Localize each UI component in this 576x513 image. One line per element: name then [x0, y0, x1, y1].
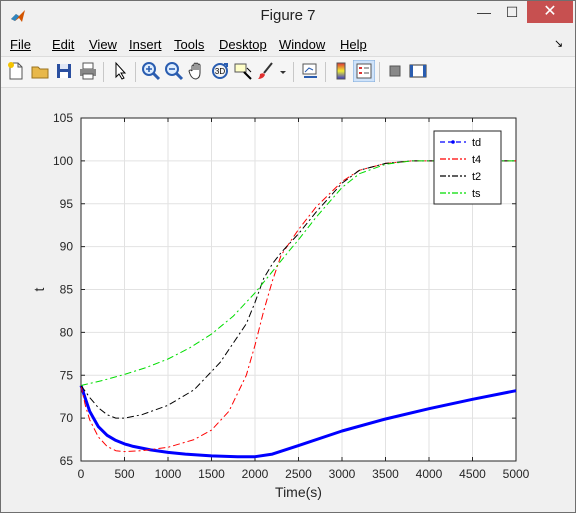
x-tick-label: 2000 [242, 467, 269, 481]
menu-desktop[interactable]: Desktop [219, 37, 267, 52]
grid-lines [80, 117, 517, 462]
toolbar-separator [379, 62, 380, 82]
menu-insert-label: Insert [129, 37, 162, 52]
menu-view-label: View [89, 37, 117, 52]
menu-file-label: File [10, 37, 31, 52]
y-tick-label: 85 [60, 283, 74, 297]
menu-insert[interactable]: Insert [129, 37, 162, 52]
rotate-3d-icon[interactable]: 3D [209, 60, 231, 82]
x-tick-label: 3000 [329, 467, 356, 481]
x-tick-label: 5000 [503, 467, 530, 481]
legend-box [433, 130, 502, 205]
y-axis-label: t [31, 287, 47, 291]
title-bar: Figure 7 — ☐ ✕ [1, 1, 575, 31]
menu-help[interactable]: Help [340, 37, 367, 52]
menu-help-label: Help [340, 37, 367, 52]
brush-icon[interactable] [255, 60, 277, 82]
x-axis-label: Time(s) [275, 484, 322, 500]
menu-tools-label: Tools [174, 37, 205, 52]
y-tick-label: 95 [60, 197, 74, 211]
insert-legend-icon[interactable] [353, 60, 375, 82]
x-tick-label: 1500 [198, 467, 225, 481]
link-plot-icon[interactable] [299, 60, 321, 82]
insert-colorbar-icon[interactable] [330, 60, 352, 82]
x-tick-label: 1000 [155, 467, 182, 481]
new-figure-icon[interactable] [5, 60, 27, 82]
minimize-button[interactable]: — [477, 4, 491, 20]
brush-dropdown-icon[interactable] [278, 60, 288, 82]
menu-file[interactable]: File [10, 37, 31, 52]
x-tick-label: 4500 [459, 467, 486, 481]
maximize-button[interactable]: ☐ [505, 4, 519, 20]
series-line-ts [80, 160, 516, 386]
y-tick-label: 90 [60, 240, 74, 254]
dock-arrow-icon[interactable]: ↘ [554, 38, 564, 50]
zoom-out-icon[interactable] [163, 60, 185, 82]
toolbar-separator [293, 62, 294, 82]
x-tick-label: 0 [78, 467, 85, 481]
print-icon[interactable] [77, 60, 99, 82]
menu-edit-label: Edit [52, 37, 75, 52]
y-tick-label: 65 [60, 454, 74, 468]
toolbar-separator [325, 62, 326, 82]
legend-label-td: td [472, 137, 481, 149]
hide-plot-tools-icon[interactable] [384, 60, 406, 82]
y-tick-label: 70 [60, 411, 74, 425]
zoom-in-icon[interactable] [140, 60, 162, 82]
window-title: Figure 7 [260, 7, 316, 24]
save-icon[interactable] [53, 60, 75, 82]
toolbar-separator [135, 62, 136, 82]
menu-window-label: Window [279, 37, 326, 52]
data-cursor-icon[interactable] [232, 60, 254, 82]
y-tick-label: 80 [60, 325, 74, 339]
legend-marker-td [451, 140, 455, 144]
y-tick-label: 105 [53, 111, 73, 125]
menu-view[interactable]: View [89, 37, 117, 52]
toolbar-separator [103, 62, 104, 82]
x-tick-label: 2500 [285, 467, 312, 481]
series-line-td [79, 385, 517, 459]
show-plot-tools-icon[interactable] [407, 60, 429, 82]
x-tick-label: 3500 [372, 467, 399, 481]
legend-label-ts: ts [472, 188, 481, 200]
menu-edit[interactable]: Edit [52, 37, 74, 52]
series-line-t2 [80, 160, 516, 419]
legend-label-t2: t2 [472, 171, 481, 183]
legend-label-t4: t4 [472, 154, 481, 166]
y-tick-label: 75 [60, 368, 74, 382]
svg-text:3D: 3D [215, 67, 225, 76]
toolbar: 3D [1, 56, 575, 88]
series-layer [79, 160, 517, 459]
axis-ticks: 0 500 1000 1500 2000 2500 3000 3500 4000 4500 5000… [53, 111, 530, 481]
open-file-icon[interactable] [29, 60, 51, 82]
x-tick-label: 4000 [416, 467, 443, 481]
edit-plot-arrow-icon[interactable] [109, 60, 131, 82]
menu-desktop-label: Desktop [219, 37, 267, 52]
menu-window[interactable]: Window [279, 37, 325, 52]
menu-bar: File Edit View Insert Tools Desktop Wind… [1, 34, 575, 56]
line-chart[interactable]: 0 500 1000 1500 2000 2500 3000 3500 4000 4500 5000… [8, 89, 568, 507]
x-tick-label: 500 [114, 467, 134, 481]
series-line-t4 [80, 160, 516, 453]
menu-tools[interactable]: Tools [174, 37, 204, 52]
legend[interactable]: td t4 t2 ts [433, 130, 502, 205]
matlab-logo-icon [11, 10, 25, 22]
close-button[interactable]: ✕ [527, 1, 573, 23]
y-tick-label: 100 [53, 154, 73, 168]
pan-hand-icon[interactable] [186, 60, 208, 82]
figure-area: 0 500 1000 1500 2000 2500 3000 3500 4000 4500 5000… [8, 89, 568, 507]
